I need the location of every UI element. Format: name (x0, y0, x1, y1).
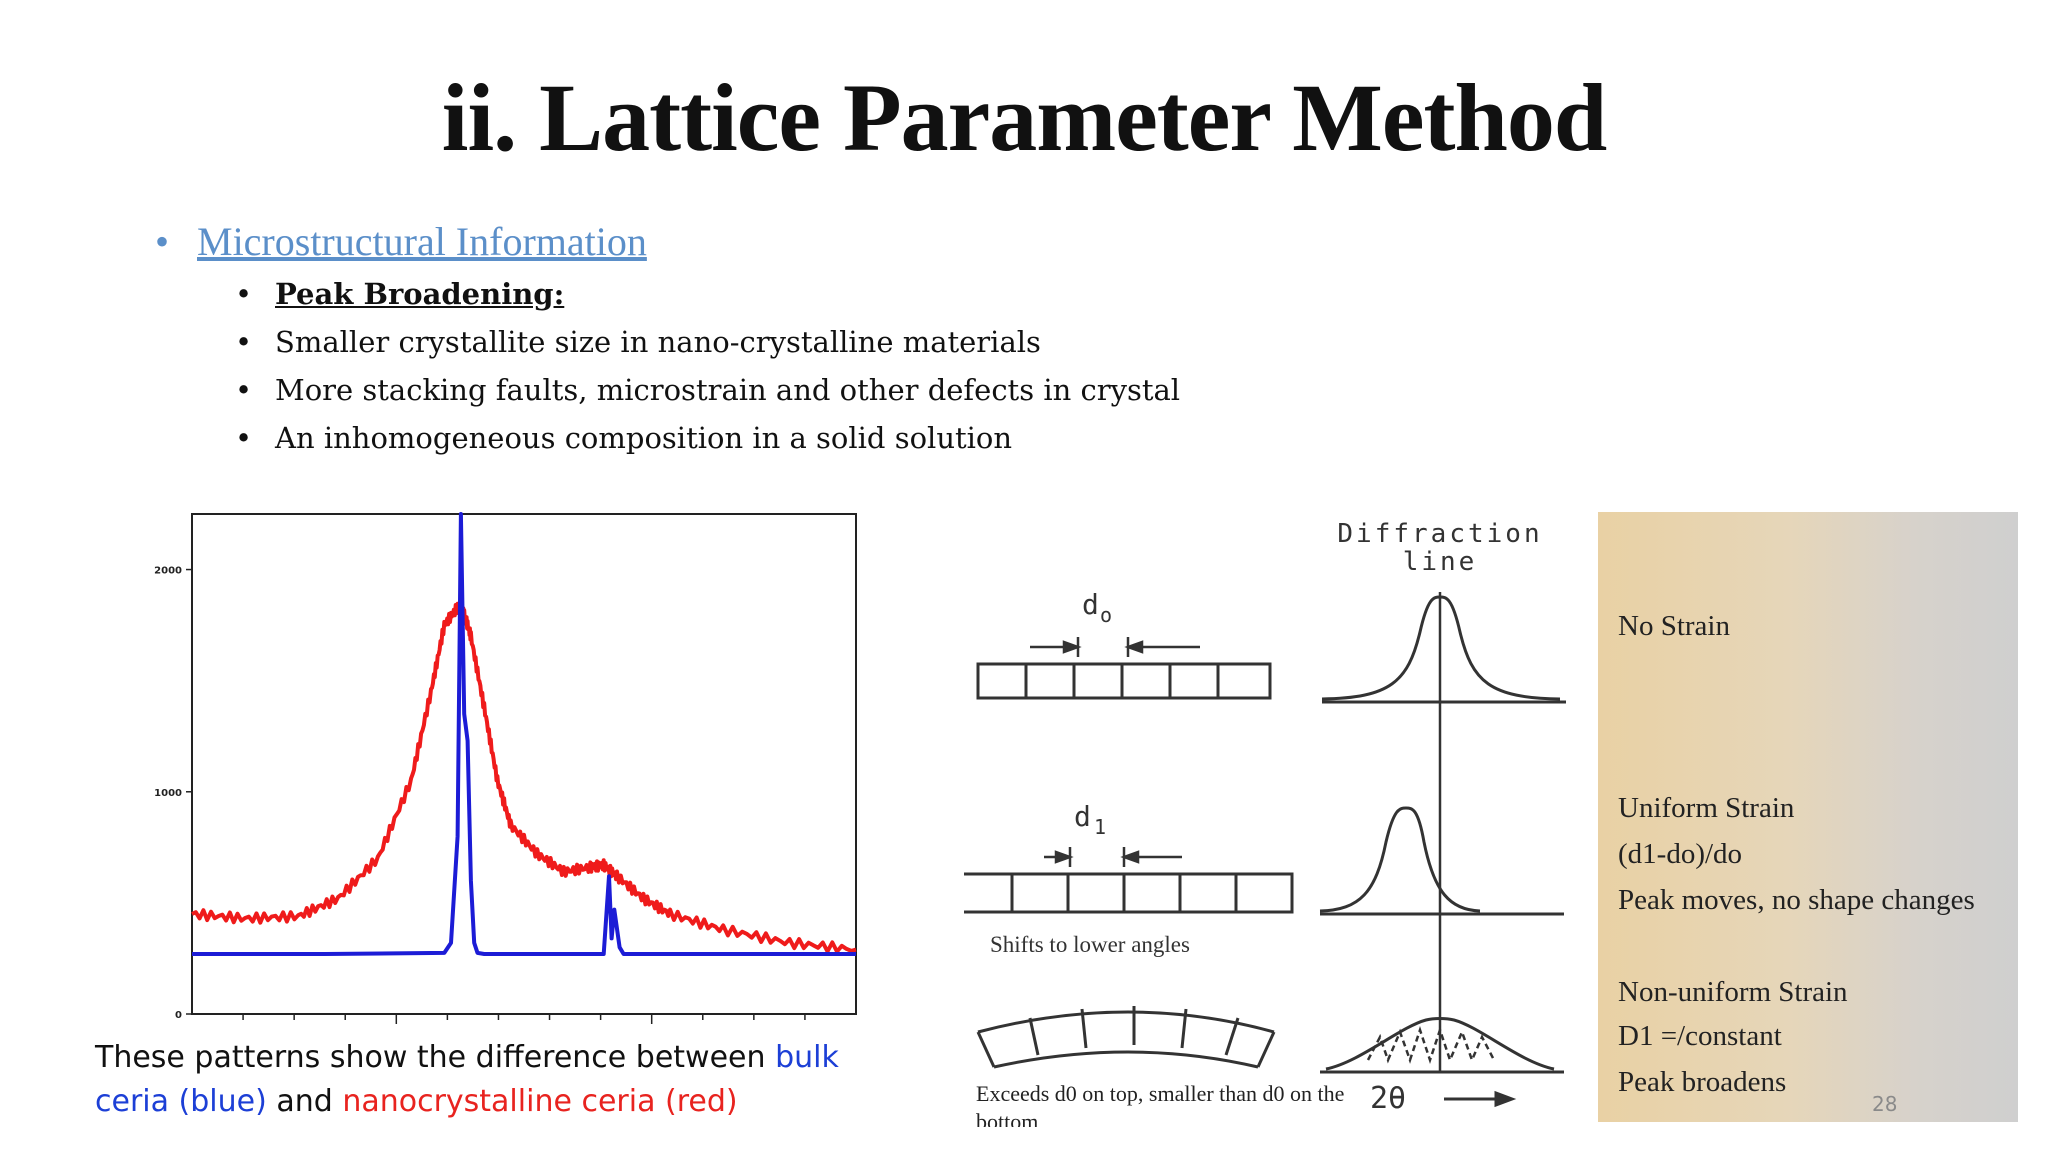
bullet-dot: • (235, 421, 253, 455)
bullet-dot: • (235, 325, 253, 359)
bullet-dot: • (235, 373, 253, 407)
diffraction-line-header-2: line (1403, 547, 1478, 577)
caption-bulk: bulk (775, 1040, 839, 1075)
bottom-label-1: Exceeds d0 on top, smaller than d0 on th… (976, 1081, 1344, 1106)
bullet-dot: • (155, 219, 170, 264)
bullet-dot: • (235, 277, 253, 311)
bullet-text: Smaller crystallite size in nano-crystal… (275, 325, 1041, 359)
lattice-unstrained (976, 662, 1272, 700)
x-axis (242, 1014, 806, 1024)
bullet-microstructural: • Microstructural Information (155, 218, 1180, 274)
bullet-item-2: • More stacking faults, microstrain and … (155, 370, 1180, 418)
peak-no-strain (1321, 595, 1566, 704)
caption-and: and (266, 1084, 343, 1119)
y-tick-label: 0 (175, 1010, 182, 1021)
chart-frame (191, 513, 857, 1015)
uniform-strain-formula: (d1-do)/do (1618, 838, 1743, 870)
y-tick-label: 1000 (154, 788, 182, 799)
peak-broadening-heading: Peak Broadening: (275, 277, 565, 311)
strain-panel: No Strain Uniform Strain (d1-do)/do Peak… (1598, 512, 2018, 1122)
d1-label: d (1074, 800, 1091, 833)
d1-dimension (1044, 847, 1182, 867)
y-tick-label: 2000 (154, 566, 182, 577)
bullet-peak-broadening: • Peak Broadening: (155, 274, 1180, 322)
nonuniform-strain-label: Non-uniform Strain (1618, 976, 1848, 1008)
series-line-red (191, 601, 857, 954)
bullet-text: An inhomogeneous composition in a solid … (275, 421, 1013, 455)
bullet-item-3: • An inhomogeneous composition in a soli… (155, 418, 1180, 466)
uniform-strain-label: Uniform Strain (1618, 792, 1795, 824)
nonuniform-strain-formula: D1 =/constant (1618, 1020, 1782, 1052)
lattice-uniform (964, 872, 1294, 914)
bullet-text: More stacking faults, microstrain and ot… (275, 373, 1181, 407)
y-axis: 0 1000 2000 (154, 566, 192, 1021)
two-theta-label: 2θ (1370, 1081, 1406, 1116)
caption-red-label: nanocrystalline ceria (red) (342, 1084, 738, 1119)
d1-subscript: 1 (1094, 815, 1106, 839)
series-line-blue (192, 512, 856, 956)
two-theta-arrow (1444, 1090, 1517, 1108)
strain-diagram: Diffraction line d o d 1 (964, 519, 1566, 1127)
figure-caption: These patterns show the difference betwe… (95, 1036, 855, 1124)
caption-blue-label: ceria (blue) (95, 1084, 267, 1119)
shift-label: Shifts to lower angles (990, 932, 1190, 957)
slide-number: 28 (1872, 1092, 1898, 1116)
d0-dimension (1030, 637, 1200, 657)
bottom-label-2: bottom (976, 1109, 1038, 1127)
uniform-strain-note: Peak moves, no shape changes (1618, 884, 1975, 916)
nonuniform-strain-note: Peak broadens (1618, 1066, 1787, 1098)
lattice-curved (976, 1006, 1276, 1069)
slide-title: ii. Lattice Parameter Method (441, 64, 1607, 171)
xrd-chart: 0 1000 2000 (154, 512, 857, 1024)
microstructural-link[interactable]: Microstructural Information (197, 219, 647, 264)
peak-uniform-strain (1319, 806, 1564, 916)
bullet-item-1: • Smaller crystallite size in nano-cryst… (155, 322, 1180, 370)
d0-label: d (1082, 588, 1099, 621)
chart-series (191, 512, 857, 956)
d0-subscript: o (1100, 603, 1112, 627)
peak-nonuniform-strain (1320, 1017, 1564, 1074)
bullet-list: • Microstructural Information • Peak Bro… (155, 218, 1180, 466)
no-strain-label: No Strain (1618, 610, 1730, 642)
caption-text: These patterns show the difference betwe… (95, 1040, 776, 1075)
diffraction-line-header: Diffraction (1337, 519, 1542, 549)
